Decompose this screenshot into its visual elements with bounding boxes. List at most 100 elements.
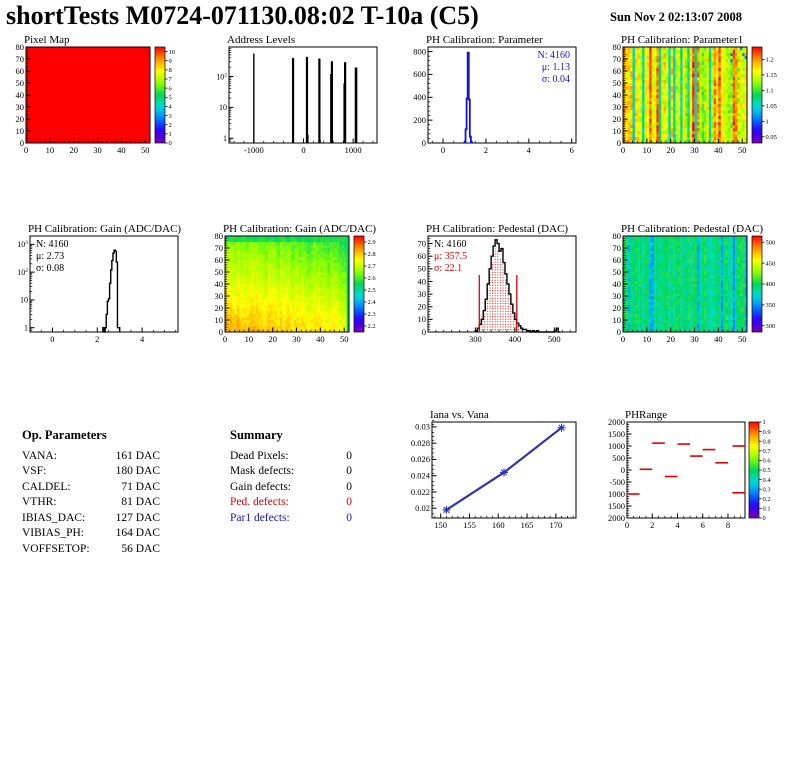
summary-row-value: 0 (346, 511, 352, 524)
summary-row-label: Dead Pixels: (230, 449, 289, 462)
gain-hist-plot: PH Calibration: Gain (ADC/DAC) 0 2 4 1 10 102 1… (17, 223, 181, 344)
op-parameter-row-value: 164 DAC (115, 527, 160, 539)
pedestal-map-pad: PH Calibration: Pedestal (DAC) 0 10 20 30 40 5… (597, 222, 796, 362)
svg-text:40: 40 (613, 90, 622, 100)
svg-text:1.15: 1.15 (766, 72, 777, 79)
op-parameter-row-label: VSF: (22, 465, 47, 477)
summary-row-label: Ped. defects: (230, 496, 289, 508)
svg-text:PH Calibration: Parameter1: PH Calibration: Parameter1 (621, 34, 743, 46)
svg-text:70: 70 (215, 243, 224, 253)
svg-text:7: 7 (169, 76, 173, 83)
svg-text:0: 0 (621, 145, 625, 155)
svg-text:N: 4160: N: 4160 (36, 239, 69, 250)
op-parameter-row: VTHR: 81 DAC (22, 495, 160, 511)
svg-text:30: 30 (613, 102, 622, 112)
summary-row: Par1 defects: 0 (230, 511, 352, 527)
pixel-map-pad: Pixel Map 0 10 20 30 40 50 0 10 20 30 40 50 60 70 80 0 1 2… (0, 33, 199, 173)
svg-text:30: 30 (418, 289, 427, 299)
summary-row-label: Gain defects: (230, 480, 291, 493)
svg-text:σ: 22.1: σ: 22.1 (434, 263, 462, 274)
op-parameters-panel: Op. Parameters VANA: 161 DAC VSF: 180 DAC CA… (22, 428, 160, 557)
ph-cal-parameter-pad: PH Calibration: Parameter 0 2 4 6 0 200 400 600 8… (398, 33, 597, 173)
summary-row-value: 0 (346, 465, 352, 477)
svg-text:2: 2 (95, 334, 99, 344)
svg-text:1.2: 1.2 (766, 57, 774, 64)
svg-text:70: 70 (16, 54, 25, 64)
gain-map-pad: PH Calibration: Gain (ADC/DAC) 0 10 20 30 40 5… (199, 222, 398, 362)
op-parameter-row-value: 180 DAC (115, 465, 160, 477)
svg-text:40: 40 (16, 90, 25, 100)
op-parameter-row-label: IBIAS_DAC: (22, 511, 86, 524)
svg-text:PH Calibration: Pedestal (DAC): PH Calibration: Pedestal (DAC) (621, 223, 763, 235)
svg-text:2: 2 (169, 122, 172, 129)
summary-row-value: 0 (346, 496, 352, 508)
op-parameter-row-value: 81 DAC (121, 496, 160, 508)
svg-text:20: 20 (215, 303, 224, 313)
svg-text:30: 30 (93, 145, 102, 155)
pedestal-hist-pad: PH Calibration: Pedestal (DAC) 300 400 500 0… (398, 222, 597, 362)
svg-text:40: 40 (418, 276, 427, 286)
op-parameter-row: VIBIAS_PH: 164 DAC (22, 526, 160, 542)
summary-row-value: 0 (346, 480, 352, 493)
address-levels-plot: Address Levels -1000 0 1000 1 10 102 (216, 34, 378, 155)
summary-row-label: Par1 defects: (230, 511, 290, 524)
svg-text:20: 20 (69, 145, 78, 155)
op-parameter-row-value: 56 DAC (121, 542, 160, 555)
summary-panel: Summary Dead Pixels: 0 Mask defects: 0 Gain … (230, 428, 352, 526)
op-parameters-heading: Op. Parameters (22, 428, 107, 442)
svg-text:500: 500 (548, 334, 561, 344)
op-parameter-row: IBIAS_DAC: 127 DAC (22, 511, 160, 527)
svg-text:400: 400 (413, 92, 426, 102)
op-parameter-row-label: VTHR: (22, 496, 57, 508)
page-title: shortTests M0724-071130.08:02 T-10a (C5) (6, 1, 479, 30)
svg-text:10: 10 (20, 296, 28, 305)
svg-text:PH Calibration: Gain (ADC/DAC): PH Calibration: Gain (ADC/DAC) (223, 223, 376, 235)
svg-text:50: 50 (738, 145, 747, 155)
ph-range-pad: PHRange 0 2 4 6 8 2000 1500 1000 500 0 -500 1000 1500… (597, 408, 796, 548)
svg-text:0: 0 (219, 327, 223, 337)
address-levels-pad: Address Levels -1000 0 1000 1 10 102 (199, 33, 398, 173)
svg-text:50: 50 (418, 264, 427, 274)
op-parameter-row-label: CALDEL: (22, 480, 71, 493)
svg-text:70: 70 (613, 54, 622, 64)
summary-row-label: Mask defects: (230, 465, 295, 477)
svg-text:300: 300 (469, 334, 482, 344)
svg-text:2.2: 2.2 (368, 323, 376, 330)
summary-rows: Dead Pixels: 0 Mask defects: 0 Gain defects:… (230, 449, 352, 527)
svg-text:0: 0 (50, 334, 54, 344)
summary-row: Ped. defects: 0 (230, 495, 352, 511)
svg-text:60: 60 (613, 66, 622, 76)
ph-cal-parameter1-map-pad: PH Calibration: Parameter1 0 10 20 30 40 50 0 10… (597, 33, 796, 173)
svg-text:40: 40 (117, 145, 126, 155)
svg-text:2.5: 2.5 (368, 287, 376, 294)
ph-cal-parameter-plot: PH Calibration: Parameter 0 2 4 6 0 200 400 600 8… (413, 34, 577, 155)
svg-text:30: 30 (215, 291, 224, 301)
svg-text:σ: 0.04: σ: 0.04 (542, 74, 570, 85)
timestamp: Sun Nov 2 02:13:07 2008 (610, 10, 742, 24)
svg-text:2: 2 (484, 145, 488, 155)
op-parameter-row-label: VOFFSETOP: (22, 542, 90, 555)
svg-text:600: 600 (413, 69, 426, 79)
svg-text:2.9: 2.9 (368, 239, 376, 246)
svg-text:50: 50 (16, 78, 25, 88)
op-parameters-rows: VANA: 161 DAC VSF: 180 DAC CALDEL: 71 DAC VTHR… (22, 449, 160, 558)
svg-text:103: 103 (17, 240, 28, 249)
svg-text:5: 5 (169, 94, 172, 101)
summary-row-value: 0 (346, 449, 352, 462)
svg-text:3: 3 (169, 113, 172, 120)
svg-text:2.4: 2.4 (368, 299, 377, 306)
svg-text:0: 0 (223, 334, 227, 344)
svg-text:60: 60 (215, 255, 224, 265)
svg-text:10: 10 (215, 315, 224, 325)
svg-text:1.1: 1.1 (766, 88, 774, 95)
svg-text:80: 80 (16, 42, 25, 52)
svg-text:40: 40 (316, 334, 325, 344)
op-parameter-row: VANA: 161 DAC (22, 449, 160, 465)
svg-text:10: 10 (46, 145, 55, 155)
svg-text:400: 400 (508, 334, 521, 344)
svg-text:0: 0 (301, 145, 305, 155)
svg-text:50: 50 (215, 267, 224, 277)
